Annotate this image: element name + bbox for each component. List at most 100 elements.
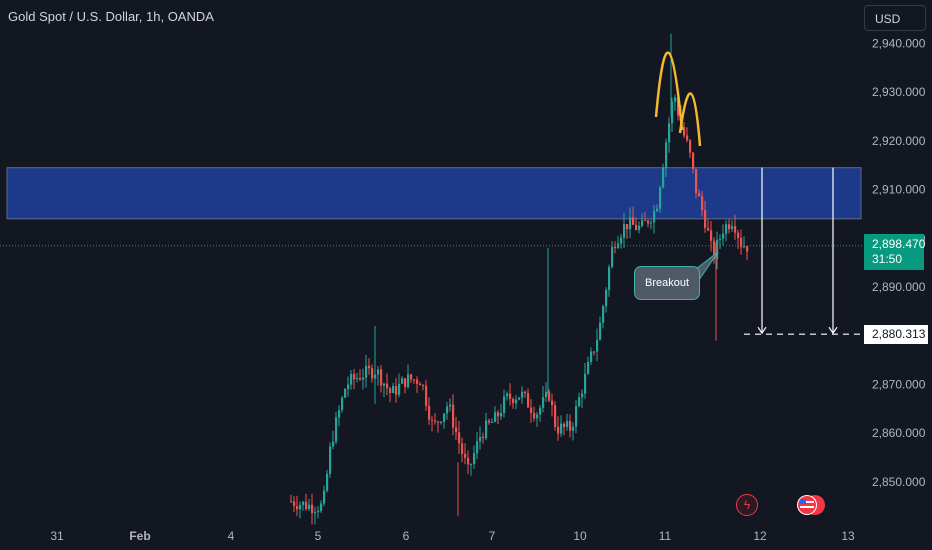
candle-body xyxy=(464,453,467,458)
candle-body xyxy=(707,227,710,231)
candle-body xyxy=(569,421,572,431)
candle-body xyxy=(719,238,722,240)
candle-body xyxy=(536,414,539,419)
candle-body xyxy=(491,421,494,423)
chart-title: Gold Spot / U.S. Dollar, 1h, OANDA xyxy=(8,9,214,24)
candle-body xyxy=(665,142,668,168)
currency-button[interactable]: USD xyxy=(864,5,926,31)
candle-body xyxy=(419,383,422,386)
candle-body xyxy=(449,404,452,407)
candle-body xyxy=(602,306,605,323)
candle-body xyxy=(416,379,419,384)
candle-body xyxy=(632,217,635,225)
candle-body xyxy=(473,453,476,465)
candle-body xyxy=(320,503,323,511)
candle-body xyxy=(746,246,749,252)
candle-body xyxy=(404,378,407,388)
target-arrow-head xyxy=(757,326,767,335)
us-flag-event-icon[interactable] xyxy=(796,494,826,516)
price-tick-label: 2,910.000 xyxy=(872,183,926,197)
candle-body xyxy=(716,239,719,260)
candle-body xyxy=(644,220,647,222)
candle-body xyxy=(356,378,359,380)
candle-body xyxy=(335,417,338,442)
target-price-tag: 2,880.313 xyxy=(864,325,928,344)
candle-body xyxy=(518,397,521,400)
price-tick-label: 2,920.000 xyxy=(872,134,926,148)
candle-body xyxy=(470,464,473,466)
candle-body xyxy=(608,267,611,290)
candle-body xyxy=(629,217,632,230)
candle-body xyxy=(392,386,395,393)
candle-body xyxy=(698,192,701,197)
candle-body xyxy=(383,383,386,386)
candle-body xyxy=(722,233,725,239)
candle-body xyxy=(557,426,560,434)
time-tick-label: 31 xyxy=(50,529,64,543)
candle-body xyxy=(659,187,662,209)
candle-body xyxy=(386,383,389,389)
lightning-event-icon[interactable]: ϟ xyxy=(736,494,758,516)
candle-body xyxy=(551,400,554,406)
candle-body xyxy=(380,369,383,386)
candle-body xyxy=(710,230,713,241)
candle-body xyxy=(311,504,314,514)
price-tick-label: 2,860.000 xyxy=(872,426,926,440)
candle-body xyxy=(332,441,335,447)
time-tick-label: 4 xyxy=(228,529,235,543)
candle-body xyxy=(407,374,410,388)
candle-body xyxy=(737,232,740,238)
candle-body xyxy=(581,393,584,398)
candle-body xyxy=(527,393,530,408)
candle-body xyxy=(587,361,590,374)
candle-body xyxy=(308,504,311,510)
candle-body xyxy=(731,226,734,230)
candle-body xyxy=(713,240,716,260)
candle-body xyxy=(413,379,416,381)
price-tick-label: 2,870.000 xyxy=(872,377,926,391)
time-tick-label: 12 xyxy=(753,529,767,543)
candle-body xyxy=(566,421,569,427)
candle-body xyxy=(620,237,623,244)
candle-body xyxy=(599,322,602,340)
candle-body xyxy=(584,373,587,394)
candle-body xyxy=(497,412,500,417)
candle-body xyxy=(701,196,704,211)
candle-body xyxy=(548,391,551,401)
candle-body xyxy=(428,405,431,420)
candle-body xyxy=(482,436,485,439)
current-price-tag: 2,898.470 31:50 xyxy=(864,234,926,270)
candle-body xyxy=(647,220,650,224)
candle-body xyxy=(677,97,680,116)
candle-body xyxy=(365,365,368,378)
candle-body xyxy=(671,101,674,124)
candle-body xyxy=(590,351,593,362)
candle-body xyxy=(512,399,515,404)
candle-body xyxy=(476,441,479,454)
candle-body xyxy=(401,378,404,384)
candle-body xyxy=(515,399,518,404)
candle-body xyxy=(725,224,728,234)
candle-body xyxy=(443,413,446,422)
candle-body xyxy=(668,123,671,143)
candle-body xyxy=(452,404,455,428)
breakout-callout[interactable]: Breakout xyxy=(634,266,700,300)
candle-body xyxy=(440,421,443,423)
candle-body xyxy=(437,421,440,423)
time-tick-label: 13 xyxy=(841,529,855,543)
candle-body xyxy=(635,224,638,230)
candle-body xyxy=(605,289,608,307)
candle-body xyxy=(455,427,458,433)
candle-body xyxy=(350,374,353,385)
candle-body xyxy=(353,374,356,380)
candle-body xyxy=(329,446,332,474)
price-tick-label: 2,850.000 xyxy=(872,475,926,489)
current-price-label: 2,898.470 xyxy=(872,237,926,251)
candle-body xyxy=(410,374,413,380)
candle-body xyxy=(611,246,614,268)
target-arrow-head xyxy=(828,326,838,335)
candle-body xyxy=(641,220,644,226)
candle-body xyxy=(290,501,293,503)
candle-body xyxy=(686,135,689,141)
